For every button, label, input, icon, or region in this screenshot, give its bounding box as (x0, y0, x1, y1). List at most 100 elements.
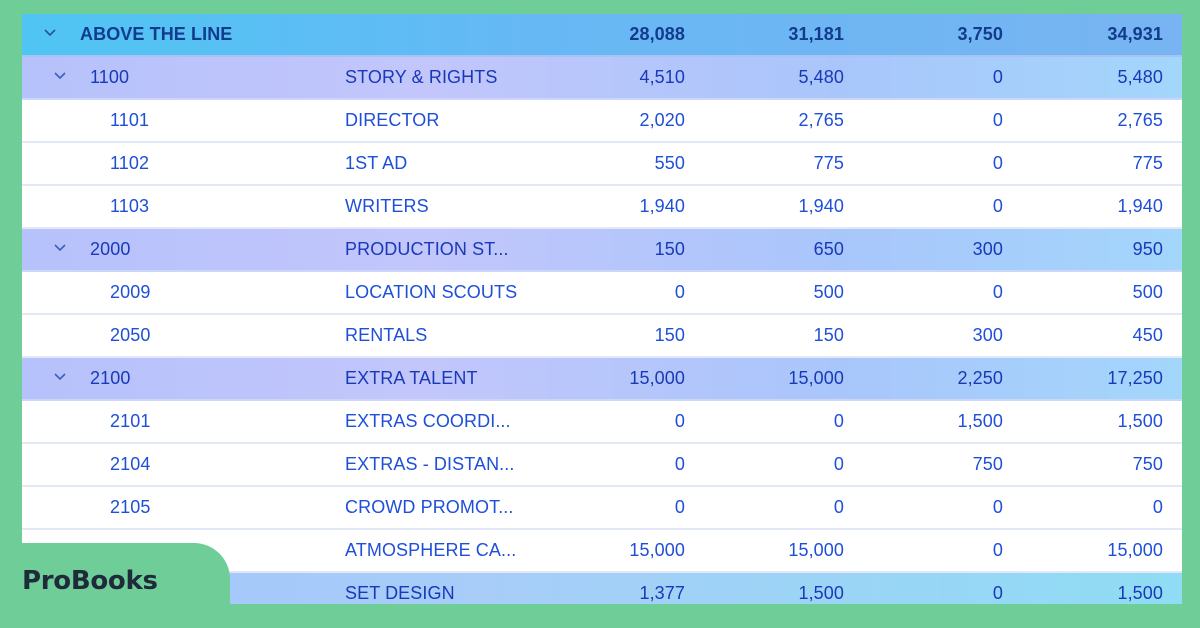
cell-value-3: 0 (992, 540, 1003, 560)
account-code: 1102 (110, 153, 150, 173)
table-row-group[interactable]: 2100 EXTRA TALENT 15,000 15,000 2,250 17… (22, 358, 1182, 401)
cell-value-3: 0 (992, 282, 1003, 302)
row-label: ABOVE THE LINE (80, 24, 233, 44)
cell-value-2: 150 (813, 325, 844, 345)
account-name: RENTALS (345, 325, 428, 345)
cell-value-3: 1,500 (957, 411, 1003, 431)
cell-value-1: 0 (674, 454, 685, 474)
cell-value-3: 0 (992, 583, 1003, 603)
cell-value-4: 1,500 (1117, 583, 1163, 603)
account-code: 1103 (110, 196, 150, 216)
table-row[interactable]: 2105 CROWD PROMOT... 0 0 0 0 (22, 487, 1182, 530)
cell-value-1: 2,020 (639, 110, 685, 130)
cell-value-3: 0 (992, 497, 1003, 517)
table-row[interactable]: 1101 DIRECTOR 2,020 2,765 0 2,765 (22, 100, 1182, 143)
cell-value-2: 0 (833, 497, 844, 517)
cell-value-4: 15,000 (1107, 540, 1163, 560)
account-name: DIRECTOR (345, 110, 440, 130)
cell-value-1: 4,510 (639, 67, 685, 87)
account-name: WRITERS (345, 196, 429, 216)
cell-value-3: 300 (972, 239, 1003, 259)
cell-value-3: 750 (972, 454, 1003, 474)
cell-value-3: 0 (992, 67, 1003, 87)
cell-value-2: 15,000 (788, 368, 844, 388)
cell-value-4: 5,480 (1117, 67, 1163, 87)
cell-value-4: 450 (1132, 325, 1163, 345)
account-code: 2009 (110, 282, 151, 302)
cell-value-1: 1,940 (639, 196, 685, 216)
cell-value-3: 2,250 (957, 368, 1003, 388)
cell-value-4: 1,500 (1117, 411, 1163, 431)
account-name: PRODUCTION ST... (345, 239, 509, 259)
account-code: 2050 (110, 325, 151, 345)
cell-value-4: 34,931 (1107, 24, 1163, 44)
cell-value-1: 1,377 (639, 583, 685, 603)
cell-value-2: 5,480 (798, 67, 844, 87)
cell-value-1: 550 (654, 153, 685, 173)
cell-value-1: 150 (654, 239, 685, 259)
table-row-above-the-line[interactable]: ABOVE THE LINE 28,088 31,181 3,750 34,93… (22, 14, 1182, 57)
account-name: EXTRA TALENT (345, 368, 478, 388)
account-code: 1100 (90, 67, 130, 87)
cell-value-1: 0 (674, 411, 685, 431)
cell-value-2: 0 (833, 411, 844, 431)
cell-value-2: 15,000 (788, 540, 844, 560)
cell-value-3: 0 (992, 153, 1003, 173)
cell-value-1: 150 (654, 325, 685, 345)
cell-value-4: 0 (1152, 497, 1163, 517)
cell-value-2: 0 (833, 454, 844, 474)
brand-badge: ProBooks (0, 543, 230, 628)
account-name: CROWD PROMOT... (345, 497, 514, 517)
cell-value-1: 15,000 (629, 540, 685, 560)
account-name: EXTRAS COORDI... (345, 411, 511, 431)
chevron-down-icon[interactable] (52, 67, 68, 83)
cell-value-4: 500 (1132, 282, 1163, 302)
cell-value-4: 950 (1132, 239, 1163, 259)
cell-value-1: 15,000 (629, 368, 685, 388)
table-row[interactable]: 2009 LOCATION SCOUTS 0 500 0 500 (22, 272, 1182, 315)
table-row-group[interactable]: 1100 STORY & RIGHTS 4,510 5,480 0 5,480 (22, 57, 1182, 100)
cell-value-4: 750 (1132, 454, 1163, 474)
table-row[interactable]: 2050 RENTALS 150 150 300 450 (22, 315, 1182, 358)
account-code: 1101 (110, 110, 150, 130)
cell-value-4: 17,250 (1107, 368, 1163, 388)
budget-table: ABOVE THE LINE 28,088 31,181 3,750 34,93… (22, 14, 1182, 604)
table-row[interactable]: 1102 1ST AD 550 775 0 775 (22, 143, 1182, 186)
cell-value-1: 28,088 (629, 24, 685, 44)
cell-value-3: 0 (992, 110, 1003, 130)
brand-logo-text: ProBooks (22, 566, 158, 596)
cell-value-2: 1,500 (798, 583, 844, 603)
cell-value-4: 1,940 (1117, 196, 1163, 216)
cell-value-4: 775 (1132, 153, 1163, 173)
chevron-down-icon[interactable] (52, 239, 68, 255)
cell-value-2: 31,181 (788, 24, 844, 44)
account-code: 2104 (110, 454, 151, 474)
table-row[interactable]: 2101 EXTRAS COORDI... 0 0 1,500 1,500 (22, 401, 1182, 444)
account-name: ATMOSPHERE CA... (345, 540, 517, 560)
account-code: 2101 (110, 411, 151, 431)
account-code: 2100 (90, 368, 131, 388)
cell-value-2: 775 (813, 153, 844, 173)
cell-value-2: 1,940 (798, 196, 844, 216)
cell-value-2: 650 (813, 239, 844, 259)
chevron-down-icon[interactable] (42, 24, 58, 40)
cell-value-1: 0 (674, 497, 685, 517)
cell-value-2: 2,765 (798, 110, 844, 130)
table-row[interactable]: 1103 WRITERS 1,940 1,940 0 1,940 (22, 186, 1182, 229)
account-name: LOCATION SCOUTS (345, 282, 518, 302)
cell-value-4: 2,765 (1117, 110, 1163, 130)
chevron-down-icon[interactable] (52, 368, 68, 384)
account-name: EXTRAS - DISTAN... (345, 454, 515, 474)
cell-value-1: 0 (674, 282, 685, 302)
cell-value-3: 0 (992, 196, 1003, 216)
table-row[interactable]: 2104 EXTRAS - DISTAN... 0 0 750 750 (22, 444, 1182, 487)
cell-value-3: 3,750 (957, 24, 1003, 44)
cell-value-3: 300 (972, 325, 1003, 345)
table-row-group[interactable]: 2000 PRODUCTION ST... 150 650 300 950 (22, 229, 1182, 272)
account-name: STORY & RIGHTS (345, 67, 498, 87)
account-name: 1ST AD (345, 153, 408, 173)
account-code: 2105 (110, 497, 151, 517)
cell-value-2: 500 (813, 282, 844, 302)
account-name: SET DESIGN (345, 583, 455, 603)
account-code: 2000 (90, 239, 131, 259)
